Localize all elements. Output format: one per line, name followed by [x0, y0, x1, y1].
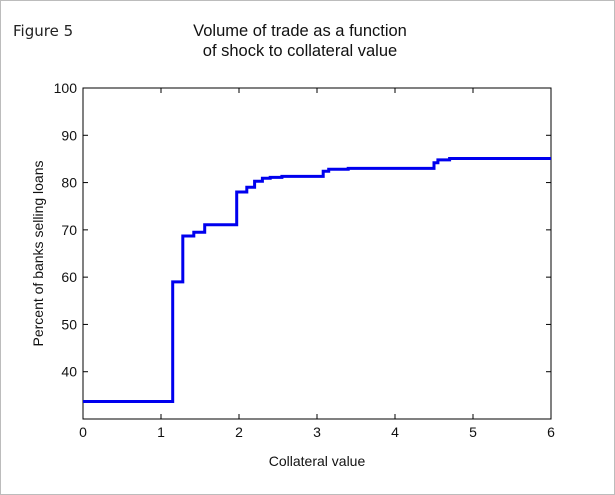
y-tick-label: 50 [61, 316, 77, 332]
chart-title-line-2: of shock to collateral value [202, 42, 398, 60]
y-tick-label: 100 [54, 80, 78, 96]
x-tick-label: 1 [157, 424, 165, 440]
x-axis-label: Collateral value [269, 453, 366, 469]
y-tick-label: 60 [61, 269, 77, 285]
series-line [83, 157, 551, 403]
chart-title: Volume of trade as a function of shock t… [140, 21, 460, 61]
y-tick-label: 80 [61, 175, 77, 191]
x-tick-label: 0 [79, 424, 87, 440]
x-tick-label: 5 [469, 424, 477, 440]
y-tick-label: 90 [61, 127, 77, 143]
plot-area: 0 1 2 3 4 5 6 40 50 60 70 80 90 100 [54, 80, 555, 440]
plot-frame [82, 87, 552, 420]
y-tick-label: 40 [61, 364, 77, 380]
x-tick-label: 4 [391, 424, 399, 440]
x-tick-label: 6 [547, 424, 555, 440]
x-tick-label: 2 [235, 424, 243, 440]
figure-label: Figure 5 [13, 22, 74, 40]
y-tick-label: 70 [61, 222, 77, 238]
y-axis-label: Percent of banks selling loans [30, 161, 46, 347]
x-tick-label: 3 [313, 424, 321, 440]
chart-title-line-1: Volume of trade as a function [193, 22, 407, 40]
